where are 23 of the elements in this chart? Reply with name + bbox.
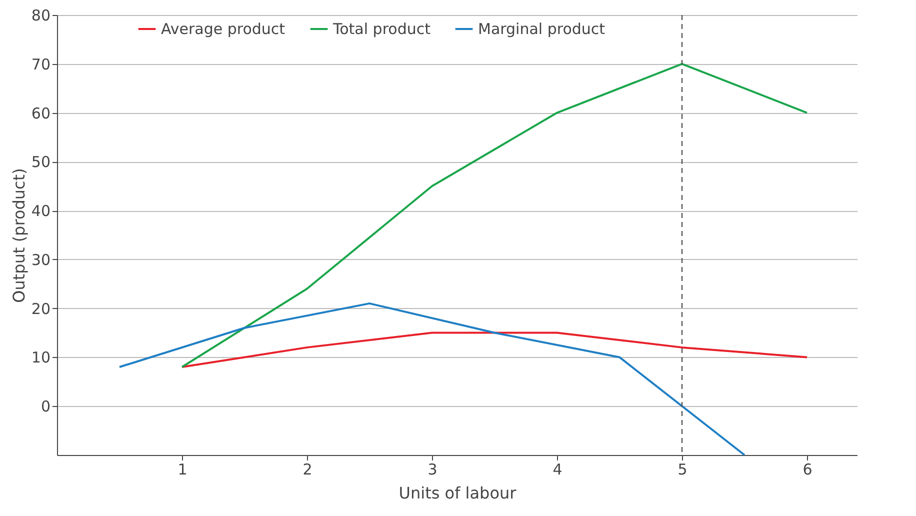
legend-label: Total product (332, 20, 431, 38)
x-tick-label: 2 (302, 460, 312, 478)
y-tick-label: 70 (31, 55, 50, 74)
x-axis-title: Units of labour (398, 484, 517, 502)
y-tick-label: 60 (31, 104, 50, 122)
y-tick-label: 80 (31, 6, 50, 24)
line-series (181, 62, 808, 368)
x-tick-label: 4 (552, 460, 562, 478)
y-tick-label: 20 (31, 300, 50, 318)
x-tick-label: 3 (428, 460, 438, 478)
y-tick-label: 50 (31, 153, 50, 172)
legend-label: Average product (161, 20, 286, 38)
line-series (118, 302, 746, 456)
legend-label: Marginal product (478, 20, 606, 38)
x-tick-label: 6 (802, 460, 812, 478)
y-tick-label: 30 (31, 250, 50, 269)
y-tick-label: 10 (31, 348, 50, 367)
x-tick-label: 1 (178, 460, 188, 478)
line-series (181, 332, 808, 368)
x-tick-label: 5 (678, 460, 688, 478)
y-tick-label: 40 (31, 202, 50, 220)
y-tick-label: 0 (40, 398, 50, 416)
y-axis-title: Output (product) (9, 168, 28, 303)
